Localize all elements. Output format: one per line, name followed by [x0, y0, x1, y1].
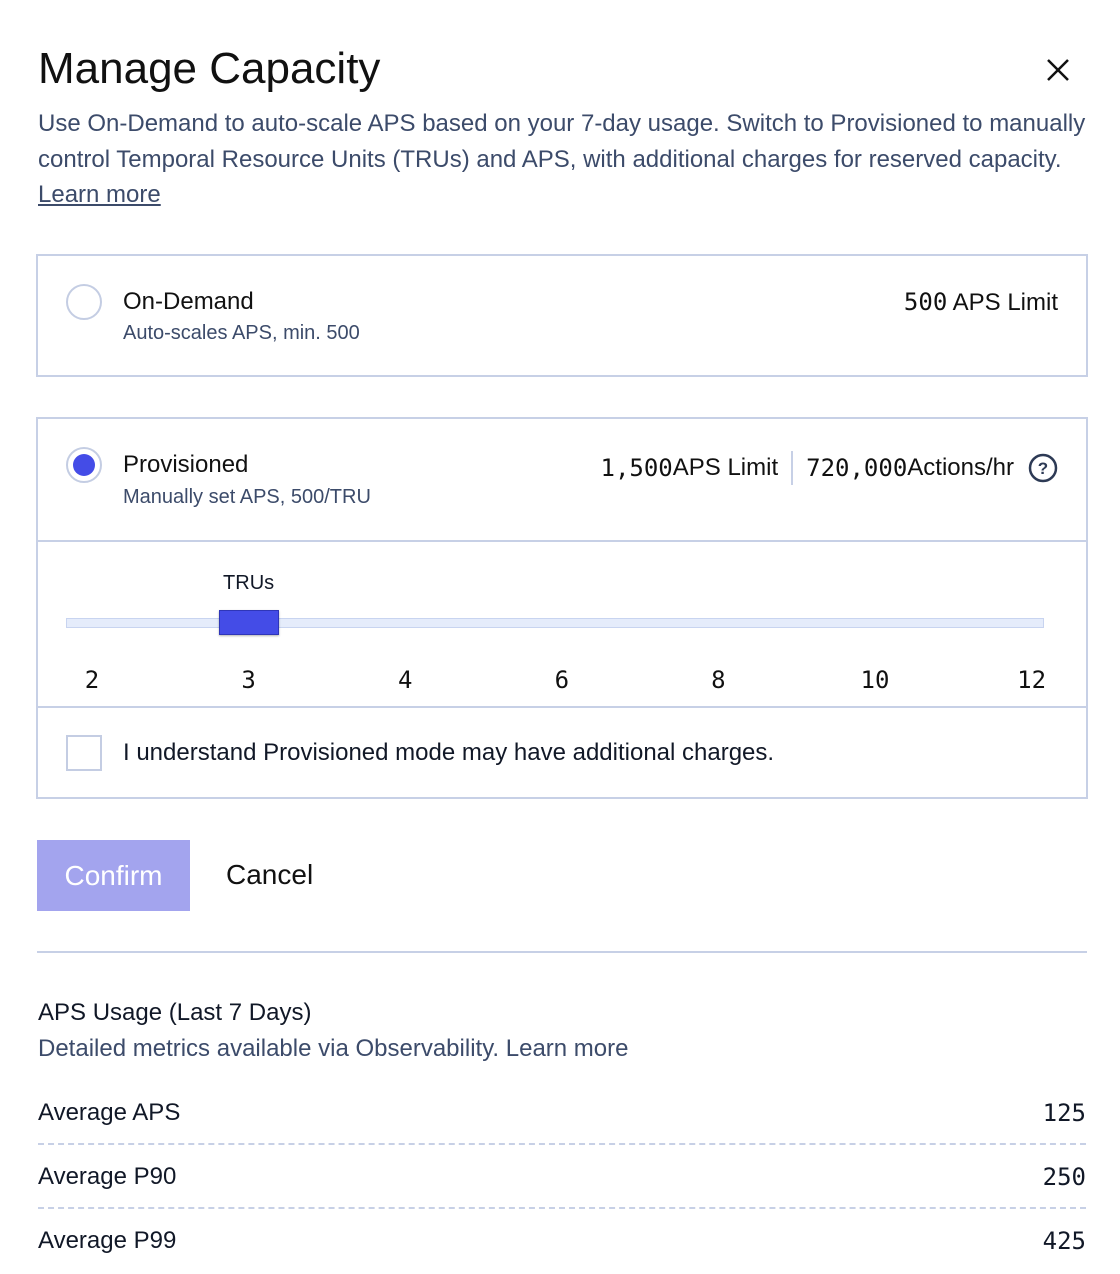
usage-row: Average APS 125 — [38, 1099, 1086, 1127]
row-label: Average P99 — [38, 1227, 177, 1254]
slider-tick-label: 8 — [711, 666, 726, 694]
close-x-icon — [1047, 59, 1069, 81]
row-value: 125 — [1042, 1099, 1086, 1127]
provisioned-title: Provisioned — [123, 451, 249, 478]
slider-tick-label: 3 — [241, 666, 256, 694]
provisioned-radio[interactable] — [66, 447, 102, 483]
usage-row: Average P99 425 — [38, 1227, 1086, 1255]
on-demand-limit: 500 APS Limit — [904, 288, 1058, 317]
usage-row: Average P90 250 — [38, 1163, 1086, 1191]
on-demand-radio[interactable] — [66, 284, 102, 320]
learn-more-link[interactable]: Learn more — [38, 181, 161, 208]
actions-value: 720,000 — [806, 454, 908, 482]
limit-label: APS Limit — [947, 289, 1058, 316]
aps-limit-value: 1,500 — [600, 454, 673, 482]
slider-label: TRUs — [223, 572, 275, 594]
row-label: Average APS — [38, 1099, 181, 1126]
on-demand-title: On-Demand — [123, 288, 254, 315]
cancel-button[interactable]: Cancel — [226, 859, 314, 890]
row-value: 425 — [1042, 1227, 1086, 1255]
confirm-button[interactable]: Confirm — [37, 840, 190, 911]
aps-limit-label: APS Limit — [672, 454, 779, 481]
slider-tick-label: 10 — [860, 666, 890, 694]
acknowledge-checkbox[interactable] — [66, 735, 102, 771]
acknowledge-label[interactable]: I understand Provisioned mode may have a… — [123, 739, 775, 766]
actions-label: Actions/hr — [907, 454, 1014, 481]
dialog-description: Use On-Demand to auto-scale APS based on… — [38, 106, 1088, 213]
row-label: Average P90 — [38, 1163, 177, 1190]
on-demand-subtitle: Auto-scales APS, min. 500 — [123, 322, 360, 344]
description-text: Use On-Demand to auto-scale APS based on… — [38, 110, 1086, 173]
provisioned-option[interactable]: Provisioned Manually set APS, 500/TRU 1,… — [36, 417, 1088, 799]
divider — [791, 451, 794, 485]
provisioned-subtitle: Manually set APS, 500/TRU — [123, 486, 371, 508]
svg-text:?: ? — [1038, 459, 1048, 478]
limit-value: 500 — [903, 288, 948, 316]
slider-thumb[interactable] — [218, 610, 279, 635]
usage-subtitle: Detailed metrics available via Observabi… — [38, 1035, 629, 1062]
section-divider — [37, 951, 1087, 953]
tru-slider-section: TRUs 2 3 4 6 8 10 12 — [38, 542, 1086, 706]
slider-tick-label: 12 — [1017, 666, 1047, 694]
close-button[interactable] — [1040, 52, 1076, 88]
question-circle-icon[interactable]: ? — [1028, 453, 1058, 483]
slider-track[interactable] — [66, 618, 1044, 628]
dialog-title: Manage Capacity — [38, 44, 381, 93]
row-value: 250 — [1042, 1163, 1086, 1191]
provisioned-limits: 1,500 APS Limit 720,000 Actions/hr ? — [601, 451, 1059, 485]
usage-title: APS Usage (Last 7 Days) — [38, 999, 312, 1026]
slider-tick-label: 6 — [554, 666, 570, 694]
on-demand-option[interactable]: On-Demand Auto-scales APS, min. 500 500 … — [36, 254, 1088, 377]
slider-tick-label: 2 — [84, 666, 100, 694]
slider-tick-label: 4 — [397, 666, 413, 694]
